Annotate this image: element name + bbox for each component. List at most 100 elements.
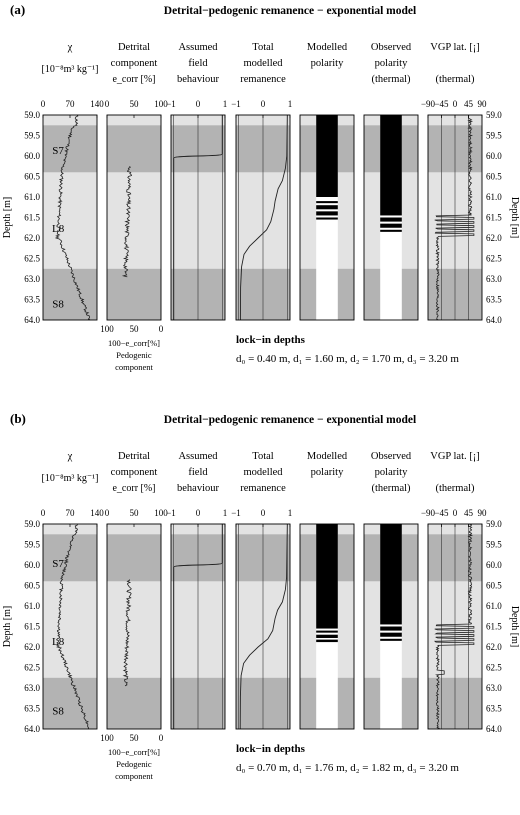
band-S7 <box>43 125 97 173</box>
polarity-black-interval <box>316 634 338 638</box>
column-title-line: polarity <box>311 58 344 69</box>
column-title-line: Modelled <box>307 42 348 53</box>
column-header-1: Detrital component e_corr [%] 0 50 100 100 50 0 1… <box>100 42 168 372</box>
column-title-line: Detrital <box>118 451 150 462</box>
depth-tick-right: 64.0 <box>486 315 502 325</box>
tick-label: 0 <box>105 99 110 109</box>
tick-label: −90 <box>421 99 436 109</box>
depth-tick-left: 59.5 <box>24 540 40 550</box>
tick-label: 0 <box>453 508 458 518</box>
depth-tick-left: 60.0 <box>24 151 40 161</box>
depth-tick-right: 59.5 <box>486 540 502 550</box>
column-title-line: component <box>111 467 158 478</box>
column-title-line: (thermal) <box>435 483 475 494</box>
vgp-curve <box>434 114 475 321</box>
tick-label: 140 <box>90 99 104 109</box>
depth-tick-right: 64.0 <box>486 724 502 734</box>
column-title-line: χ <box>67 42 73 53</box>
column-title-line: (thermal) <box>435 74 475 85</box>
susceptibility-curve <box>54 114 91 321</box>
column-title-line: Total <box>252 42 274 53</box>
column-title-line: Assumed <box>178 42 218 53</box>
column-title-line: modelled <box>243 58 283 69</box>
depth-tick-left: 63.5 <box>24 295 40 305</box>
bottom-label-line: 100−e_corr[%] <box>108 747 160 757</box>
tick-label: −1 <box>231 508 241 518</box>
remanence-curve <box>239 523 288 730</box>
column-frame <box>363 114 419 321</box>
bottom-label-line: component <box>115 362 153 372</box>
band-L8 <box>43 581 97 678</box>
band-label-S7: S7 <box>52 145 64 157</box>
tick-label: −1 <box>166 99 176 109</box>
tick-label: 0 <box>41 508 46 518</box>
depth-label-right: Depth [m] <box>509 197 520 238</box>
depth-tick-left: 61.5 <box>24 213 40 223</box>
vgp-curve <box>433 523 475 730</box>
column-plot-2 <box>170 523 226 730</box>
panel-title: Detrital−pedogenic remanence − exponenti… <box>164 414 416 426</box>
column-unit: [10⁻⁸m³ kg⁻¹] <box>42 473 99 484</box>
depth-tick-left: 63.5 <box>24 704 40 714</box>
depth-tick-left: 64.0 <box>24 724 40 734</box>
band-L8 <box>43 172 97 269</box>
depth-tick-left: 60.0 <box>24 560 40 570</box>
band-S7 <box>43 534 97 582</box>
depth-tick-left: 59.5 <box>24 131 40 141</box>
column-title-line: VGP lat. [¡] <box>430 451 479 462</box>
depth-tick-right: 62.0 <box>486 642 502 652</box>
tick-label: 50 <box>130 508 140 518</box>
column-plot-6 <box>427 523 483 730</box>
band-S8 <box>107 677 161 729</box>
band-L8 <box>107 172 161 269</box>
column-unit: e_corr [%] <box>112 483 155 494</box>
depth-label-left: Depth [m] <box>2 197 13 238</box>
depth-tick-right: 60.0 <box>486 560 502 570</box>
polarity-black-interval <box>316 211 338 216</box>
column-header-4: Modelled polarity <box>307 451 348 478</box>
polarity-black-interval <box>316 205 338 210</box>
panel-a: (a) Detrital−pedogenic remanence − expone… <box>2 2 520 372</box>
depth-tick-left: 62.0 <box>24 642 40 652</box>
column-title-line: field <box>188 467 208 478</box>
depth-tick-right: 61.0 <box>486 192 502 202</box>
column-header-2: Assumed field behaviour −1 0 1 <box>166 42 227 109</box>
polarity-black-interval <box>316 524 338 629</box>
band-S8 <box>107 268 161 320</box>
polarity-black-interval <box>316 639 338 643</box>
band-L8 <box>107 581 161 678</box>
depth-tick-right: 62.0 <box>486 233 502 243</box>
column-unit: [10⁻⁸m³ kg⁻¹] <box>42 64 99 75</box>
column-header-6: VGP lat. [¡] (thermal) −90 −45 0 45 90 <box>421 451 487 518</box>
depth-tick-right: 60.5 <box>486 172 502 182</box>
panel-title: Detrital−pedogenic remanence − exponenti… <box>164 5 416 17</box>
bottom-tick-label: 100 <box>100 324 114 334</box>
panel-label: (b) <box>10 411 26 426</box>
tick-label: 1 <box>288 99 293 109</box>
tick-label: 45 <box>464 99 474 109</box>
depth-label-left: Depth [m] <box>2 606 13 647</box>
bottom-label-line: Pedogenic <box>116 759 152 769</box>
column-title-line: component <box>111 58 158 69</box>
column-title-line: Total <box>252 451 274 462</box>
tick-label: 50 <box>130 99 140 109</box>
lockin-values: d₀ = 0.70 m, d₁ = 1.76 m, d₂ = 1.82 m, d… <box>236 762 459 774</box>
polarity-black-interval <box>316 630 338 633</box>
bottom-tick-label: 0 <box>159 324 164 334</box>
depth-label-right: Depth [m] <box>509 606 520 647</box>
bottom-tick-label: 0 <box>159 733 164 743</box>
band-label-S7: S7 <box>52 558 64 570</box>
tick-label: 1 <box>288 508 293 518</box>
band-label-S8: S8 <box>52 706 64 718</box>
column-title-line: (thermal) <box>371 483 411 494</box>
column-frame <box>299 114 355 321</box>
column-title-line: Assumed <box>178 451 218 462</box>
depth-tick-right: 61.5 <box>486 622 502 632</box>
depth-tick-left: 61.5 <box>24 622 40 632</box>
depth-tick-left: 62.5 <box>24 663 40 673</box>
tick-label: −45 <box>434 508 449 518</box>
field-curve <box>173 115 223 320</box>
bottom-label-line: component <box>115 771 153 781</box>
